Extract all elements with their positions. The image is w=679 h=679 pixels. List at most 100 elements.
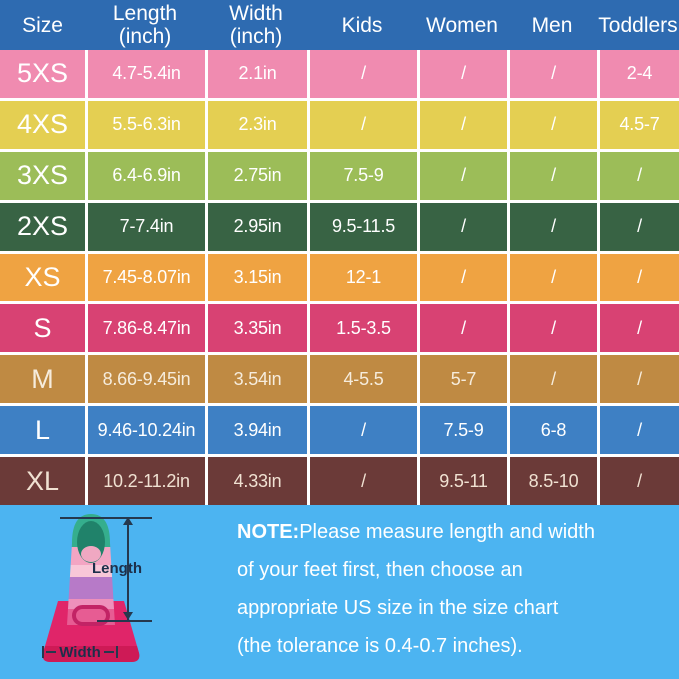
- note-line-2: of your feet first, then choose an: [237, 559, 523, 581]
- value-cell: /: [417, 202, 507, 251]
- value-cell: 4.33in: [205, 457, 307, 506]
- column-header-length: Length (inch): [112, 2, 178, 48]
- note-line-1: NOTE:Please measure length and width: [237, 521, 595, 543]
- value-cell: /: [507, 100, 597, 149]
- table-row-5xs: 5XS 4.7-5.4in 2.1in / //2-4: [0, 50, 679, 98]
- width-label: Width: [59, 643, 101, 661]
- column-header-width: Width (inch): [229, 2, 283, 48]
- footer-panel: Length Width NOTE:Please measure length …: [0, 505, 679, 679]
- value-cell: 3.94in: [205, 406, 307, 455]
- size-cell: 4XS: [16, 109, 69, 140]
- note-text: NOTE:Please measure length and width of …: [237, 513, 667, 665]
- size-cell: L: [34, 414, 51, 445]
- value-cell: /: [507, 355, 597, 404]
- value-cell: /: [507, 304, 597, 353]
- column-header-toddlers: Toddlers: [598, 13, 678, 37]
- column-header-size: Size: [22, 13, 63, 37]
- size-cell: 5XS: [16, 58, 69, 89]
- value-cell: /: [417, 253, 507, 302]
- value-cell: 9.5-11: [417, 457, 507, 506]
- fin-illustration: [26, 511, 156, 669]
- length-label: Length: [92, 560, 142, 577]
- column-header-women: Women: [426, 13, 498, 37]
- value-cell: 6-8: [507, 406, 597, 455]
- value-cell: /: [417, 304, 507, 353]
- column-header-men: Men: [531, 13, 573, 37]
- value-cell: 2.3in: [205, 100, 307, 149]
- table-header-row: Size Length (inch) Width (inch) Kids Women Me…: [0, 0, 679, 50]
- value-cell: 3.35in: [205, 304, 307, 353]
- note-prefix: NOTE:: [237, 521, 300, 543]
- value-cell: /: [307, 100, 417, 149]
- size-cell: 3XS: [16, 160, 69, 191]
- value-cell: /: [417, 100, 507, 149]
- value-cell: /: [597, 355, 679, 404]
- value-cell: 3.54in: [205, 355, 307, 404]
- table-row-m: M 8.66-9.45in 3.54in 4-5.5 5-7//: [0, 352, 679, 404]
- value-cell: 5-7: [417, 355, 507, 404]
- width-left-tick: [42, 646, 44, 658]
- length-measure-top-tick: [60, 517, 152, 519]
- value-cell: /: [507, 151, 597, 200]
- value-cell: /: [597, 406, 679, 455]
- fin-size-table: Size Length (inch) Width (inch) Kids Women Me…: [0, 0, 679, 506]
- value-cell: 2.1in: [205, 50, 307, 98]
- value-cell: /: [597, 457, 679, 506]
- value-cell: 9.5-11.5: [307, 202, 417, 251]
- value-cell: 1.5-3.5: [307, 304, 417, 353]
- length-measure-bottom-tick: [97, 620, 152, 622]
- value-cell: 7.5-9: [307, 151, 417, 200]
- swim-fin-image: [42, 514, 140, 662]
- value-cell: 7.45-8.07in: [85, 253, 205, 302]
- value-cell: /: [597, 253, 679, 302]
- value-cell: 4.7-5.4in: [85, 50, 205, 98]
- value-cell: 2-4: [597, 50, 679, 98]
- size-cell: 2XS: [16, 211, 69, 242]
- value-cell: 7.86-8.47in: [85, 304, 205, 353]
- value-cell: /: [307, 50, 417, 98]
- value-cell: 2.95in: [205, 202, 307, 251]
- size-cell: XS: [24, 262, 61, 292]
- value-cell: 10.2-11.2in: [85, 457, 205, 506]
- table-row-xl: XL 10.2-11.2in 4.33in/9.5-11 8.5-10/: [0, 454, 679, 506]
- table-row-3xs: 3XS 6.4-6.9in 2.75in 7.5-9// /: [0, 148, 679, 200]
- value-cell: /: [597, 202, 679, 251]
- value-cell: 2.75in: [205, 151, 307, 200]
- value-cell: 6.4-6.9in: [85, 151, 205, 200]
- value-cell: 8.66-9.45in: [85, 355, 205, 404]
- value-cell: /: [307, 406, 417, 455]
- value-cell: /: [597, 151, 679, 200]
- value-cell: 5.5-6.3in: [85, 100, 205, 149]
- value-cell: /: [417, 50, 507, 98]
- value-cell: /: [507, 253, 597, 302]
- table-row-s: S 7.86-8.47in 3.35in 1.5-3.5// /: [0, 301, 679, 353]
- size-cell: S: [33, 312, 52, 343]
- column-header-kids: Kids: [341, 13, 383, 37]
- size-cell: M: [31, 363, 54, 394]
- value-cell: 9.46-10.24in: [85, 406, 205, 455]
- table-row-2xs: 2XS 7-7.4in 2.95in 9.5-11.5// /: [0, 199, 679, 251]
- value-cell: 7.5-9: [417, 406, 507, 455]
- size-cell: XL: [25, 465, 60, 496]
- length-arrow-down-icon: [123, 612, 133, 620]
- note-line-4: (the tolerance is 0.4-0.7 inches).: [237, 635, 523, 657]
- table-row-xs: XS 7.45-8.07in 3.15in 12-1// /: [0, 250, 679, 302]
- value-cell: 3.15in: [205, 253, 307, 302]
- table-body: 5XS 4.7-5.4in 2.1in / //2-4 4XS 5.5-6.3in 2.3in…: [0, 50, 679, 506]
- value-cell: 7-7.4in: [85, 202, 205, 251]
- width-left-dash: [46, 651, 57, 653]
- width-measure: Width: [42, 643, 119, 661]
- value-cell: /: [417, 151, 507, 200]
- value-cell: 8.5-10: [507, 457, 597, 506]
- length-arrow-up-icon: [123, 517, 133, 525]
- value-cell: /: [507, 202, 597, 251]
- table-row-l: L 9.46-10.24in 3.94in/7.5-9 6-8/: [0, 403, 679, 455]
- value-cell: 4-5.5: [307, 355, 417, 404]
- table-row-4xs: 4XS 5.5-6.3in 2.3in / //4.5-7: [0, 97, 679, 149]
- value-cell: /: [597, 304, 679, 353]
- value-cell: /: [307, 457, 417, 506]
- value-cell: 4.5-7: [597, 100, 679, 149]
- value-cell: 12-1: [307, 253, 417, 302]
- value-cell: /: [507, 50, 597, 98]
- width-right-tick: [116, 646, 119, 658]
